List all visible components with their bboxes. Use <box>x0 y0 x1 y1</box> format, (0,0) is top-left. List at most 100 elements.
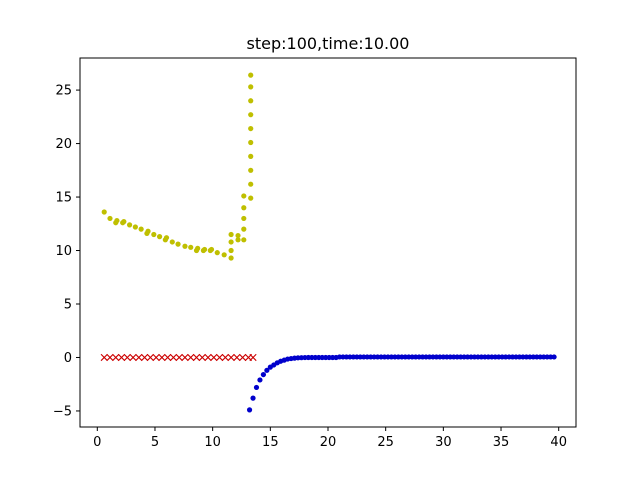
x-marker <box>221 353 229 362</box>
point-marker <box>175 241 181 247</box>
point-marker <box>228 231 234 238</box>
point-marker <box>260 371 267 378</box>
y-tick-label: 20 <box>55 137 72 152</box>
x-marker <box>198 353 206 362</box>
point-marker <box>241 237 247 243</box>
point-marker <box>188 244 194 250</box>
point-marker <box>241 193 247 199</box>
x-tick-label: 30 <box>435 435 452 450</box>
data-markers <box>100 72 557 413</box>
y-tick-label: 25 <box>55 84 72 99</box>
y-tick-label: 5 <box>64 298 72 313</box>
x-marker <box>129 353 137 362</box>
point-marker <box>127 222 133 228</box>
point-marker <box>163 235 170 241</box>
x-tick-label: 5 <box>151 435 159 450</box>
x-marker <box>169 353 178 362</box>
x-tick-label: 0 <box>93 435 101 450</box>
point-marker <box>107 215 113 222</box>
point-marker <box>101 209 107 215</box>
point-marker <box>257 377 263 383</box>
x-marker <box>106 353 114 362</box>
point-marker <box>248 112 254 118</box>
point-marker <box>250 395 256 401</box>
point-marker <box>221 252 227 258</box>
y-tick-label: 0 <box>64 351 72 366</box>
point-marker <box>241 215 247 222</box>
y-axis: −5 0 5 10 15 20 25 <box>53 84 80 419</box>
point-marker <box>248 98 254 104</box>
x-marker <box>187 353 195 362</box>
point-marker <box>201 246 208 253</box>
x-marker <box>141 353 149 362</box>
series-0 <box>101 72 254 261</box>
x-tick-label: 15 <box>262 435 279 450</box>
x-marker <box>181 353 189 362</box>
point-marker <box>214 250 220 256</box>
point-marker <box>138 226 144 232</box>
y-tick-label: 15 <box>55 191 72 206</box>
point-marker <box>228 255 234 261</box>
point-marker <box>145 228 151 234</box>
x-marker <box>158 353 166 362</box>
x-marker <box>117 353 126 362</box>
point-marker <box>551 354 557 360</box>
point-marker <box>228 239 234 245</box>
x-marker <box>233 353 241 362</box>
point-marker <box>248 195 254 201</box>
x-marker <box>210 353 218 362</box>
x-marker <box>152 353 160 362</box>
x-marker <box>227 353 235 362</box>
point-marker <box>246 407 253 413</box>
x-marker <box>249 353 257 362</box>
point-marker <box>248 72 254 78</box>
series-2 <box>246 354 557 413</box>
x-tick-label: 20 <box>320 435 337 450</box>
x-tick-label: 35 <box>493 435 510 450</box>
point-marker <box>248 125 254 132</box>
x-marker <box>100 353 108 362</box>
x-marker <box>146 353 154 362</box>
y-tick-label: −5 <box>53 404 72 419</box>
point-marker <box>182 243 188 249</box>
point-marker <box>195 245 201 251</box>
x-tick-label: 10 <box>204 435 221 450</box>
point-marker <box>151 231 157 238</box>
chart-title: step:100,time:10.00 <box>247 34 410 53</box>
point-marker <box>156 234 163 240</box>
x-marker <box>175 353 183 362</box>
x-marker <box>204 353 212 362</box>
point-marker <box>208 246 215 253</box>
x-marker <box>123 353 131 362</box>
x-marker <box>192 353 201 362</box>
series-1 <box>100 353 257 362</box>
point-marker <box>235 232 241 239</box>
y-tick-label: 10 <box>55 244 72 259</box>
x-marker <box>239 353 247 362</box>
point-marker <box>132 224 138 230</box>
point-marker <box>241 205 247 211</box>
point-marker <box>235 237 241 243</box>
point-marker <box>248 167 254 173</box>
point-marker <box>264 367 270 373</box>
point-marker <box>248 153 254 159</box>
point-marker <box>228 247 234 254</box>
x-marker <box>112 353 120 362</box>
point-marker <box>114 217 120 224</box>
x-tick-label: 40 <box>550 435 567 450</box>
axes-frame <box>79 57 577 428</box>
point-marker <box>253 384 260 391</box>
point-marker <box>248 181 254 187</box>
x-axis: 0 5 10 15 20 25 30 35 40 <box>93 427 567 450</box>
x-marker <box>164 353 172 362</box>
x-marker <box>215 353 224 362</box>
point-marker <box>248 84 254 90</box>
point-marker <box>169 239 175 245</box>
x-tick-label: 25 <box>377 435 394 450</box>
point-marker <box>241 226 247 232</box>
point-marker <box>121 219 127 225</box>
point-marker <box>248 139 254 146</box>
x-marker <box>135 353 143 362</box>
